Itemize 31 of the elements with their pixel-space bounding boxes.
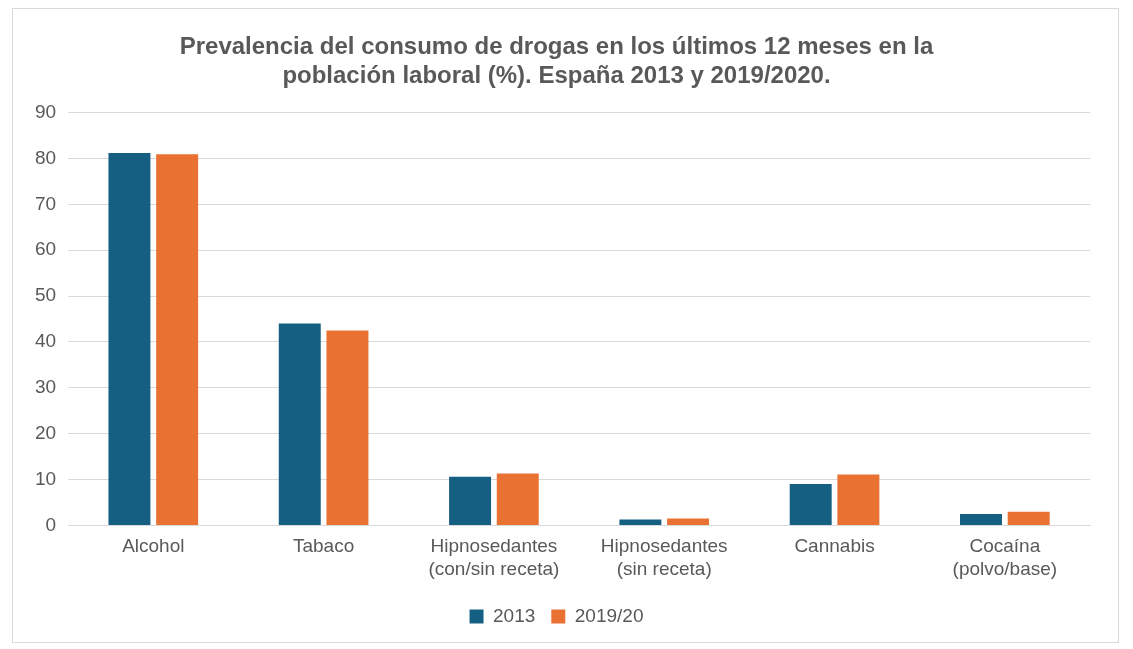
- y-tick-label: 70: [34, 192, 57, 214]
- x-tick-label: Tabaco: [292, 535, 355, 557]
- y-tick-label: 10: [34, 467, 57, 489]
- y-tick-label: 80: [34, 146, 57, 168]
- y-tick-label: 0: [45, 513, 57, 535]
- x-tick-label: Cocaína (polvo/base): [952, 535, 1058, 579]
- y-tick-label: 40: [34, 330, 57, 352]
- bar: [1007, 511, 1050, 525]
- legend-label: 2013: [493, 604, 536, 626]
- x-tick-label: Hipnosedantes (con/sin receta): [428, 535, 560, 579]
- bar: [837, 474, 880, 525]
- bar: [960, 513, 1002, 525]
- bar: [667, 518, 710, 525]
- bar: [326, 330, 369, 525]
- y-tick-label: 90: [34, 100, 57, 122]
- bar: [278, 323, 321, 525]
- y-tick-label: 20: [34, 421, 57, 443]
- y-tick-label: 30: [34, 376, 57, 398]
- x-tick-label: Alcohol: [122, 535, 185, 557]
- legend-label: 2019/20: [574, 604, 644, 626]
- y-tick-label: 60: [34, 238, 57, 260]
- x-tick-label: Hipnosedantes (sin receta): [600, 535, 728, 579]
- x-tick-label: Cannabis: [794, 535, 875, 557]
- bar: [496, 473, 539, 525]
- bar: [789, 484, 832, 525]
- bar: [108, 152, 151, 525]
- bar: [619, 519, 662, 525]
- y-tick-label: 50: [34, 284, 57, 306]
- bar: [449, 476, 492, 525]
- bar: [156, 154, 199, 525]
- chart-title: Prevalencia del consumo de drogas en los últimos 12 meses en la población laboral (%). España 2013 y 2019/2020.: [179, 32, 934, 88]
